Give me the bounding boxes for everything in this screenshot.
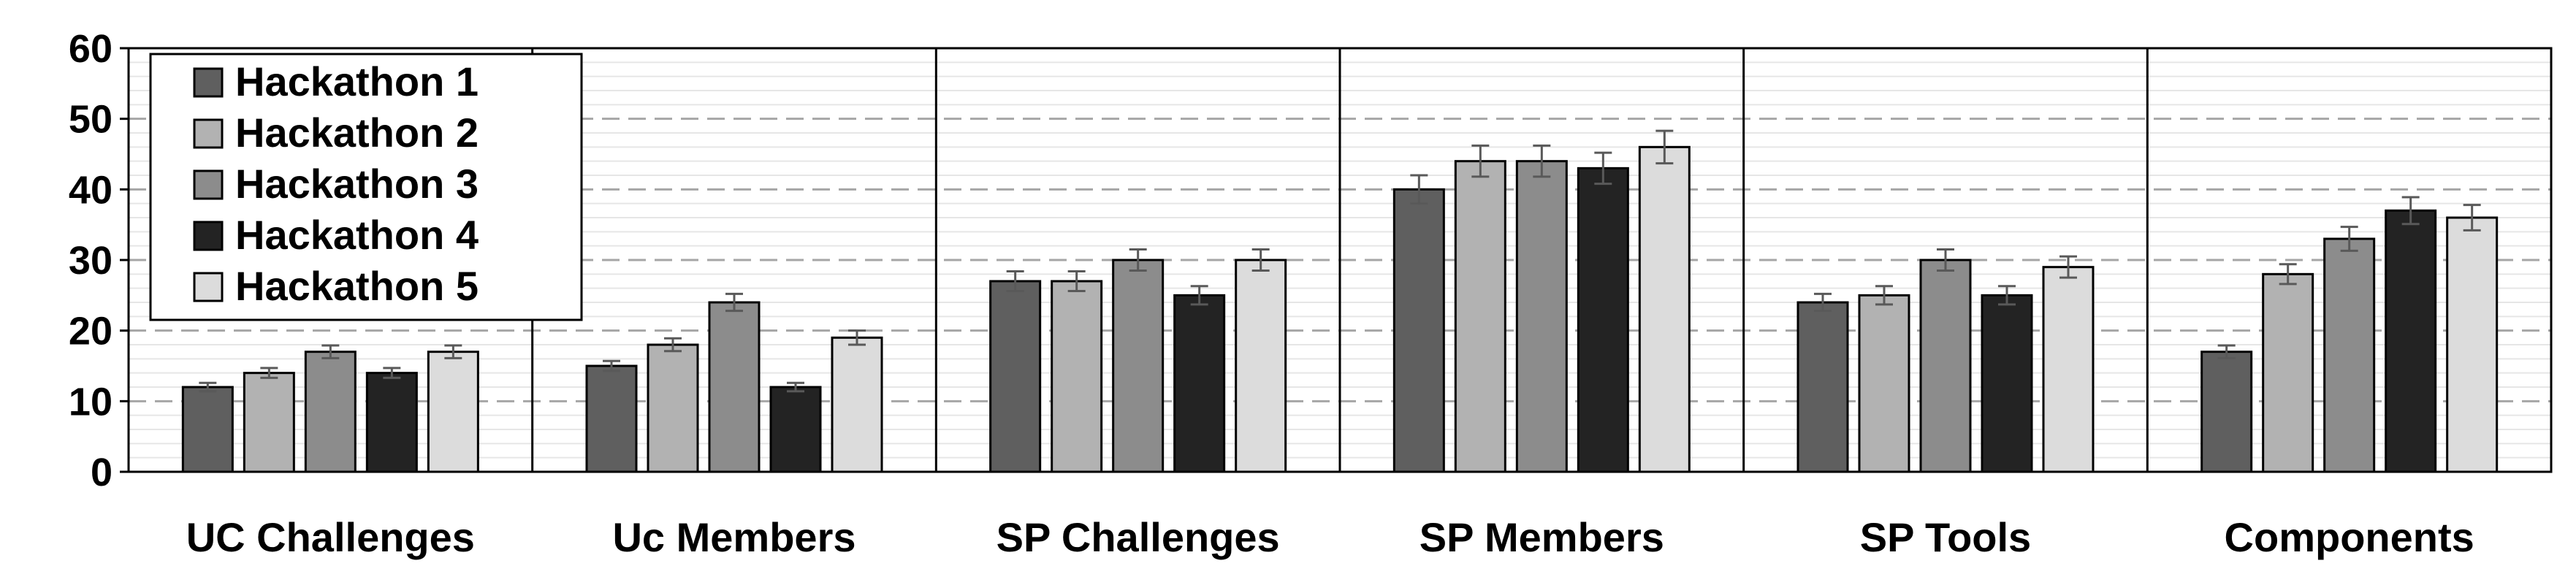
bar — [365, 372, 418, 473]
bar — [1454, 160, 1506, 473]
bar — [1051, 280, 1103, 473]
y-tick-label: 40 — [69, 168, 113, 212]
bar — [647, 343, 699, 473]
bar — [769, 386, 822, 473]
y-tick-label: 30 — [69, 239, 113, 283]
bar — [2042, 266, 2095, 473]
bar — [989, 280, 1042, 473]
y-tick-label: 60 — [69, 27, 113, 71]
category-separators — [531, 48, 2149, 472]
y-tick-labels: 0 10 20 30 40 50 60 — [69, 27, 113, 494]
legend-label: Hackathon 5 — [235, 263, 479, 309]
legend-label: Hackathon 4 — [235, 212, 479, 258]
bar — [304, 351, 357, 473]
bar — [1981, 294, 2033, 473]
bar — [1577, 167, 1629, 473]
bar — [181, 386, 234, 473]
bar — [1858, 294, 1910, 473]
bars — [181, 129, 2499, 473]
bar — [1638, 145, 1691, 473]
bar — [1235, 259, 1287, 473]
y-tick-label: 50 — [69, 98, 113, 142]
bar — [2385, 209, 2437, 473]
bar — [1392, 188, 1445, 473]
bar — [2200, 351, 2253, 473]
bar — [831, 336, 883, 473]
bar — [2446, 216, 2499, 473]
bar — [2262, 272, 2314, 473]
axes — [120, 47, 2553, 473]
bar — [585, 364, 638, 473]
category-label: Components — [2225, 514, 2474, 560]
category-label: UC Challenges — [186, 514, 475, 560]
category-label: SP Tools — [1860, 514, 2031, 560]
category-labels: UC Challenges Uc Members SP Challenges SP M… — [186, 514, 2474, 560]
legend-label: Hackathon 2 — [235, 110, 479, 156]
category-label: SP Members — [1420, 514, 1664, 560]
legend-swatch — [193, 169, 224, 200]
legend-label: Hackathon 3 — [235, 161, 479, 207]
bar — [243, 372, 295, 473]
bar — [1515, 160, 1568, 473]
bar — [708, 301, 761, 473]
category-label: Uc Members — [612, 514, 856, 560]
legend-swatch — [193, 67, 224, 98]
y-tick-label: 20 — [69, 310, 113, 353]
legend-swatch — [193, 118, 224, 149]
y-tick-label: 0 — [91, 451, 113, 494]
category-label: SP Challenges — [997, 514, 1280, 560]
y-tick-label: 10 — [69, 380, 113, 424]
legend: Hackathon 1 Hackathon 2 Hackathon 3 Hackath… — [149, 53, 583, 321]
bar — [1112, 259, 1165, 473]
legend-swatch — [193, 272, 224, 302]
legend-swatch — [193, 221, 224, 251]
legend-label: Hackathon 1 — [235, 58, 479, 104]
bar — [1796, 301, 1849, 473]
bar — [2323, 237, 2376, 473]
bar — [1173, 294, 1226, 473]
bar — [427, 351, 479, 473]
bar — [1919, 259, 1972, 473]
